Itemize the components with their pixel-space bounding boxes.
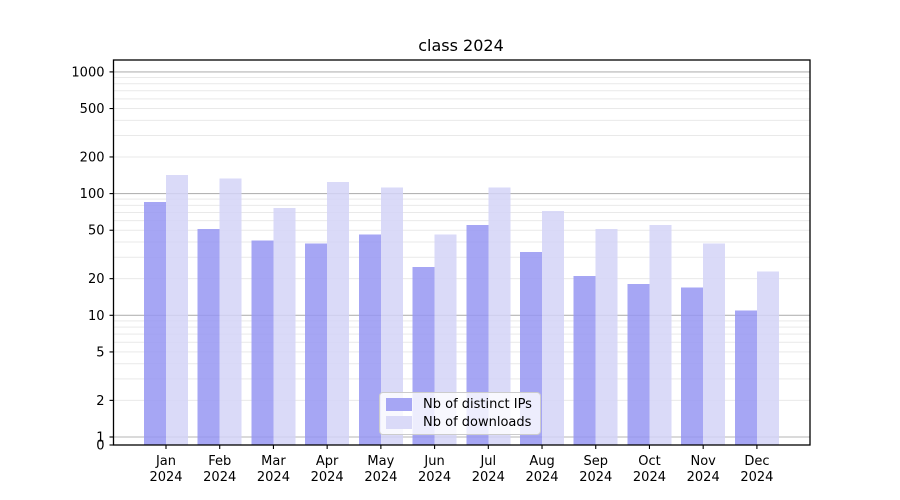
bar: [197, 229, 220, 445]
bar: [542, 210, 565, 445]
legend-entry-distinct-ips: Nb of distinct IPs: [386, 398, 532, 411]
bars-downloads: [166, 175, 779, 445]
legend-entry-downloads: Nb of downloads: [386, 416, 532, 429]
x-tick-label: Feb 2024: [203, 454, 236, 485]
bar: [380, 187, 403, 445]
bar: [488, 187, 511, 445]
bar: [166, 175, 188, 445]
bar: [466, 225, 489, 445]
y-tick-label: 10: [88, 309, 105, 324]
y-tick-label: 100: [80, 187, 105, 202]
x-tick-label: Sep 2024: [579, 454, 612, 485]
bar: [273, 208, 296, 445]
bar: [649, 225, 672, 445]
y-tick-label: 0: [96, 439, 104, 454]
bar: [595, 229, 618, 445]
legend-swatch-downloads: [386, 416, 412, 429]
chart-title: class 2024: [418, 36, 504, 55]
x-tick-label: Jan 2024: [149, 454, 182, 485]
x-tick-label: Oct 2024: [633, 454, 666, 485]
legend-label-downloads: Nb of downloads: [423, 415, 532, 430]
y-tick-label: 200: [80, 150, 105, 165]
bar: [358, 234, 381, 445]
bar: [734, 310, 757, 445]
bar: [573, 276, 596, 445]
x-tick-label: Apr 2024: [311, 454, 344, 485]
bar: [627, 284, 650, 445]
x-tick-label: May 2024: [364, 454, 397, 485]
y-tick-label: 1000: [71, 65, 104, 80]
x-tick-label: Mar 2024: [257, 454, 290, 485]
y-tick-label: 500: [80, 102, 105, 117]
y-tick-label: 20: [88, 272, 105, 287]
y-tick-label: 2: [96, 394, 104, 409]
bar: [681, 287, 704, 445]
bar: [756, 271, 779, 445]
x-tick-label: Aug 2024: [525, 454, 558, 485]
legend-swatch-distinct-ips: [386, 398, 412, 411]
legend-label-distinct-ips: Nb of distinct IPs: [423, 397, 532, 412]
x-tick-label: Jul 2024: [472, 454, 505, 485]
plot-border: [112, 59, 811, 446]
y-tick-label: 1: [96, 431, 104, 446]
legend: Nb of distinct IPs Nb of downloads: [379, 392, 541, 435]
bar: [251, 240, 274, 445]
x-tick-label: Dec 2024: [740, 454, 773, 485]
axis-ticks: [109, 71, 758, 449]
y-tick-label: 50: [88, 224, 105, 239]
x-tick-label: Nov 2024: [687, 454, 720, 485]
y-tick-label: 5: [96, 345, 104, 360]
x-tick-label: Jun 2024: [418, 454, 451, 485]
bar: [703, 243, 726, 445]
axis-tick-labels: 01 2 5 10 20 50 100 200 500 1000 Jan 2024 Feb 2024 Mar…: [71, 65, 773, 485]
bar: [305, 243, 328, 445]
bar: [144, 202, 166, 445]
bar: [219, 178, 242, 445]
bar: [327, 182, 350, 445]
